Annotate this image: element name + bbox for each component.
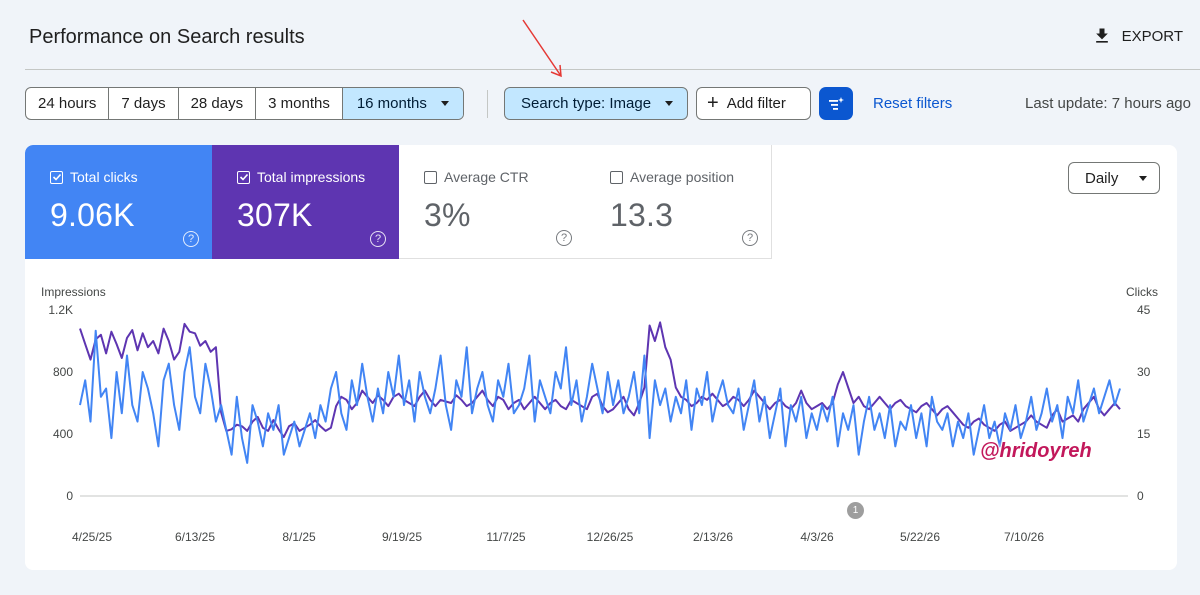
toolbar-separator (487, 90, 488, 118)
x-tick: 12/26/25 (586, 530, 634, 544)
y-left-tick: 1.2K (48, 303, 73, 317)
chart-plot-area (79, 321, 1128, 497)
help-icon[interactable]: ? (183, 231, 199, 247)
checkbox-unchecked-icon[interactable] (610, 170, 623, 184)
date-range-group: 24 hours 7 days 28 days 3 months 16 mont… (25, 87, 464, 120)
filter-sparkle-icon (829, 96, 844, 110)
add-filter-button[interactable]: + Add filter (696, 87, 811, 120)
annotation-badge[interactable]: 1 (847, 502, 864, 519)
left-axis-title: Impressions (41, 285, 106, 299)
range-3-months[interactable]: 3 months (256, 88, 343, 119)
x-tick: 7/10/26 (1003, 530, 1045, 544)
last-update-text: Last update: 7 hours ago (1025, 95, 1191, 112)
metric-value: 9.06K (50, 197, 135, 233)
range-24-hours[interactable]: 24 hours (26, 88, 110, 119)
metric-average-ctr[interactable]: Average CTR 3% ? (399, 145, 586, 259)
add-filter-label: Add filter (726, 95, 786, 112)
x-tick: 2/13/26 (692, 530, 734, 544)
y-left-tick: 800 (52, 365, 73, 379)
y-right-tick: 0 (1137, 489, 1144, 503)
range-16-months[interactable]: 16 months (342, 88, 463, 119)
checkbox-checked-icon[interactable] (237, 170, 250, 184)
chevron-down-icon (1139, 175, 1147, 181)
reset-filters-link[interactable]: Reset filters (873, 95, 953, 112)
x-tick: 9/19/25 (381, 530, 423, 544)
range-7-days[interactable]: 7 days (109, 88, 179, 119)
metric-total-impressions[interactable]: Total impressions 307K ? (212, 145, 399, 259)
compare-filter-button[interactable] (819, 87, 853, 120)
help-icon[interactable]: ? (370, 231, 386, 247)
y-left-tick: 0 (66, 489, 73, 503)
series-line-clicks (79, 329, 1121, 464)
checkbox-unchecked-icon[interactable] (424, 170, 437, 184)
annotation-arrow-icon (522, 19, 562, 78)
y-left-tick: 400 (52, 427, 73, 441)
help-icon[interactable]: ? (556, 230, 572, 246)
metric-value: 307K (237, 197, 313, 233)
page-title: Performance on Search results (29, 26, 305, 48)
x-tick: 4/25/25 (71, 530, 113, 544)
metric-label: Average position (630, 169, 735, 185)
granularity-dropdown[interactable]: Daily (1068, 162, 1160, 194)
series-line-impressions (79, 321, 1121, 439)
checkbox-checked-icon[interactable] (50, 170, 63, 184)
range-16-months-label: 16 months (356, 95, 427, 112)
granularity-label: Daily (1085, 169, 1119, 187)
search-type-dropdown[interactable]: Search type: Image (504, 87, 688, 120)
y-right-tick: 30 (1137, 365, 1151, 379)
x-tick: 4/3/26 (800, 530, 834, 544)
help-icon[interactable]: ? (742, 230, 758, 246)
right-axis-title: Clicks (1126, 285, 1158, 299)
performance-card: Total clicks 9.06K ? Total impressions 3… (25, 145, 1177, 570)
metric-label: Average CTR (444, 169, 529, 185)
download-icon (1095, 28, 1108, 43)
chevron-down-icon (665, 101, 673, 106)
export-label: EXPORT (1121, 27, 1183, 45)
x-tick: 11/7/25 (486, 530, 526, 544)
metric-average-position[interactable]: Average position 13.3 ? (585, 145, 772, 259)
metric-label: Total impressions (257, 169, 366, 185)
x-tick: 6/13/25 (174, 530, 216, 544)
search-type-label: Search type: Image (521, 95, 652, 112)
metric-value: 3% (424, 197, 471, 233)
range-28-days[interactable]: 28 days (179, 88, 257, 119)
x-tick: 8/1/25 (282, 530, 316, 544)
top-divider (25, 69, 1200, 70)
y-right-tick: 15 (1137, 427, 1151, 441)
x-tick: 5/22/26 (899, 530, 941, 544)
metric-value: 13.3 (610, 197, 674, 233)
performance-chart: Impressions Clicks 1.2K 800 400 0 45 30 … (25, 275, 1177, 570)
metric-total-clicks[interactable]: Total clicks 9.06K ? (25, 145, 212, 259)
plus-icon: + (707, 91, 719, 114)
export-button[interactable]: EXPORT (1092, 26, 1183, 46)
chevron-down-icon (440, 101, 449, 106)
y-right-tick: 45 (1137, 303, 1151, 317)
metric-label: Total clicks (70, 169, 138, 185)
